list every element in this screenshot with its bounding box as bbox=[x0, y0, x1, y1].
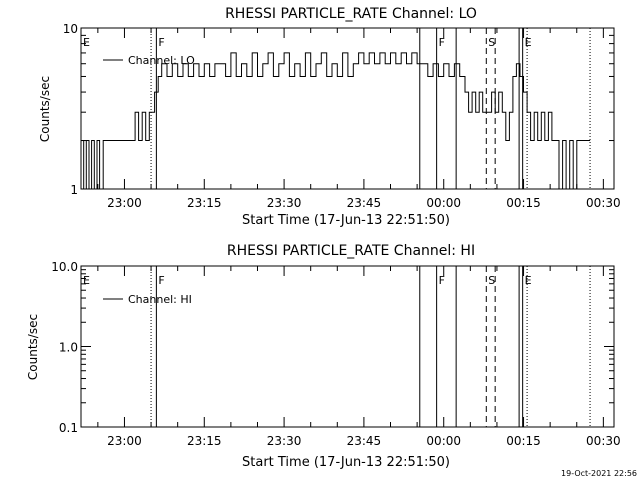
chart-lo-event-marker-label: E bbox=[83, 36, 90, 49]
chart-hi-y-tick-label: 1.0 bbox=[59, 341, 78, 355]
chart-lo-x-tick-label: 23:00 bbox=[107, 196, 142, 210]
chart-lo-y-axis-label: Counts/sec bbox=[38, 76, 52, 142]
chart-lo: RHESSI PARTICLE_RATE Channel: LO 1 10 23:0… bbox=[38, 6, 621, 228]
chart-hi-event-marker-label: S bbox=[488, 274, 495, 287]
chart-hi-x-tick-label: 23:15 bbox=[187, 434, 222, 448]
chart-hi-x-tick-label: 00:00 bbox=[426, 434, 461, 448]
chart-hi: RHESSI PARTICLE_RATE Channel: HI 0.1 1.0 1… bbox=[26, 243, 621, 470]
chart-hi-legend: Channel: HI bbox=[103, 293, 192, 306]
chart-lo-x-tick-label: 00:00 bbox=[426, 196, 461, 210]
chart-hi-x-axis-label: Start Time (17-Jun-13 22:51:50) bbox=[242, 455, 450, 470]
chart-lo-legend: Channel: LO bbox=[103, 54, 195, 67]
chart-hi-event-marker-label: E bbox=[83, 274, 90, 287]
chart-hi-plot-area: 0.1 1.0 10.0 23:00 23:15 23:30 23:45 00:00 00:15… bbox=[51, 260, 620, 448]
chart-lo-event-marker-label: F bbox=[439, 36, 445, 49]
chart-hi-x-tick-label: 23:45 bbox=[347, 434, 382, 448]
chart-hi-x-tick-label: 00:30 bbox=[586, 434, 621, 448]
chart-lo-x-tick-label: 00:30 bbox=[586, 196, 621, 210]
chart-hi-event-marker-label: F bbox=[158, 274, 164, 287]
chart-hi-x-tick-label: 23:00 bbox=[107, 434, 142, 448]
chart-hi-title: RHESSI PARTICLE_RATE Channel: HI bbox=[227, 243, 475, 259]
chart-hi-y-axis-label: Counts/sec bbox=[26, 314, 40, 380]
chart-lo-x-tick-label: 00:15 bbox=[506, 196, 541, 210]
chart-hi-event-marker-label: F bbox=[439, 274, 445, 287]
chart-lo-event-marker-label: S bbox=[488, 36, 495, 49]
chart-hi-y-tick-label: 10.0 bbox=[51, 260, 78, 274]
chart-lo-x-tick-label: 23:45 bbox=[347, 196, 382, 210]
chart-lo-y-tick-label: 1 bbox=[70, 183, 78, 197]
chart-lo-event-marker-label: F bbox=[158, 36, 164, 49]
chart-lo-y-tick-label: 10 bbox=[63, 22, 78, 36]
chart-lo-event-marker-label: E bbox=[525, 36, 532, 49]
chart-lo-title: RHESSI PARTICLE_RATE Channel: LO bbox=[225, 6, 477, 22]
chart-hi-x-tick-label: 23:30 bbox=[267, 434, 302, 448]
chart-hi-legend-label: Channel: HI bbox=[128, 293, 192, 306]
chart-hi-event-marker-label: E bbox=[525, 274, 532, 287]
chart-hi-y-tick-label: 0.1 bbox=[59, 421, 78, 435]
chart-lo-series-line bbox=[81, 52, 591, 190]
chart-hi-x-tick-label: 00:15 bbox=[506, 434, 541, 448]
chart-lo-x-tick-label: 23:15 bbox=[187, 196, 222, 210]
chart-lo-plot-area: 1 10 23:00 23:15 23:30 23:45 00:00 00:15 00:30 E F… bbox=[63, 22, 621, 210]
generated-timestamp: 19-Oct-2021 22:56 bbox=[561, 469, 637, 478]
chart-lo-x-axis-label: Start Time (17-Jun-13 22:51:50) bbox=[242, 213, 450, 228]
chart-lo-legend-label: Channel: LO bbox=[128, 54, 195, 67]
chart-lo-x-tick-label: 23:30 bbox=[267, 196, 302, 210]
